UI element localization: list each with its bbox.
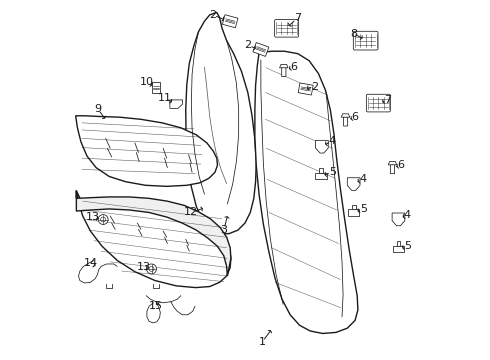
Polygon shape xyxy=(393,246,404,252)
Text: 4: 4 xyxy=(360,174,367,184)
FancyBboxPatch shape xyxy=(353,31,378,50)
Polygon shape xyxy=(280,64,288,68)
Polygon shape xyxy=(388,161,397,165)
FancyBboxPatch shape xyxy=(274,19,298,37)
Circle shape xyxy=(147,264,156,274)
Polygon shape xyxy=(170,100,183,108)
Polygon shape xyxy=(352,205,356,209)
Polygon shape xyxy=(255,51,358,333)
Text: 2: 2 xyxy=(311,81,318,91)
FancyBboxPatch shape xyxy=(391,165,394,174)
FancyBboxPatch shape xyxy=(282,67,286,77)
Text: 15: 15 xyxy=(149,301,163,311)
Text: 13: 13 xyxy=(86,212,99,222)
Text: 5: 5 xyxy=(329,167,336,177)
Text: 4: 4 xyxy=(329,136,336,146)
Text: 8: 8 xyxy=(350,28,357,39)
Text: 6: 6 xyxy=(397,160,404,170)
Polygon shape xyxy=(152,82,160,93)
Circle shape xyxy=(101,217,106,222)
Polygon shape xyxy=(319,168,323,172)
Text: 11: 11 xyxy=(158,93,172,103)
Text: 9: 9 xyxy=(94,104,101,114)
Polygon shape xyxy=(298,83,313,95)
Polygon shape xyxy=(186,12,256,234)
Polygon shape xyxy=(222,15,238,28)
Polygon shape xyxy=(396,241,400,246)
Polygon shape xyxy=(316,140,328,153)
Circle shape xyxy=(98,215,108,224)
Text: 2: 2 xyxy=(209,10,216,20)
Text: 4: 4 xyxy=(404,210,411,220)
FancyBboxPatch shape xyxy=(367,94,391,112)
Polygon shape xyxy=(392,213,405,226)
Text: 5: 5 xyxy=(404,241,411,251)
Circle shape xyxy=(149,266,154,271)
Polygon shape xyxy=(315,172,326,179)
Polygon shape xyxy=(253,42,269,57)
Text: 7: 7 xyxy=(384,95,392,104)
Polygon shape xyxy=(347,178,360,190)
Text: 12: 12 xyxy=(184,207,198,217)
Text: 6: 6 xyxy=(290,62,297,72)
Text: 1: 1 xyxy=(258,337,266,347)
Text: 10: 10 xyxy=(140,77,154,87)
Text: 6: 6 xyxy=(351,112,359,122)
Polygon shape xyxy=(76,190,231,276)
Text: 14: 14 xyxy=(83,258,98,268)
Text: 7: 7 xyxy=(294,13,301,23)
Text: 13: 13 xyxy=(136,262,150,273)
Polygon shape xyxy=(76,190,231,288)
Polygon shape xyxy=(75,116,218,186)
Polygon shape xyxy=(342,114,350,117)
Text: 2: 2 xyxy=(244,40,251,50)
Text: 3: 3 xyxy=(220,225,227,235)
Polygon shape xyxy=(348,209,359,216)
FancyBboxPatch shape xyxy=(343,117,348,126)
Text: 5: 5 xyxy=(360,204,367,214)
